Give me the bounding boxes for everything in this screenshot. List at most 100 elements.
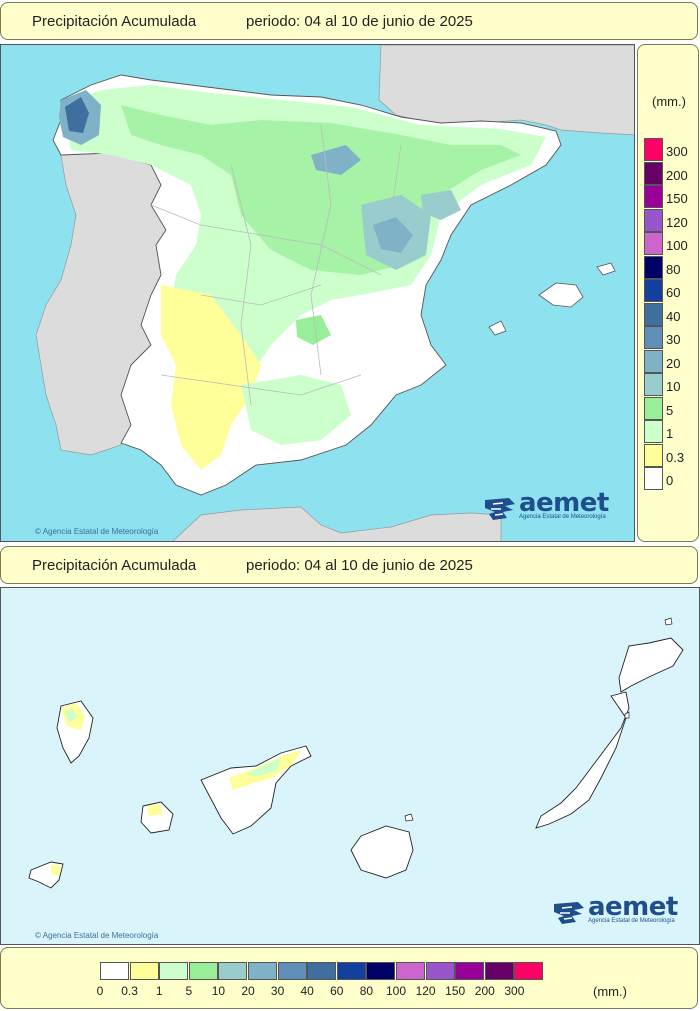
aemet-logo-word: aemet	[588, 892, 678, 922]
legend-label-v: 0.3	[666, 449, 685, 465]
legend-label-h: 60	[330, 984, 344, 998]
legend-swatch-v	[644, 232, 663, 255]
legend-swatch-h	[455, 962, 485, 980]
legend-label-v: 120	[666, 214, 688, 230]
aemet-logo-word: aemet	[519, 488, 609, 518]
legend-swatch-h	[100, 962, 129, 980]
precip-zone-5mm-center	[296, 315, 331, 345]
legend-label-v: 10	[666, 379, 681, 394]
legend-swatch-v	[644, 396, 663, 420]
legend-label-h: 80	[359, 984, 374, 998]
legend-swatch-h	[366, 962, 396, 980]
legend-swatch-h	[396, 962, 425, 980]
el-hierro-precip	[51, 864, 61, 876]
lanzarote-land	[618, 637, 684, 693]
legend-swatch-v	[644, 373, 663, 396]
legend-swatch-h	[336, 962, 366, 980]
aemet-logo-bottom: aemet Agencia Estatal de Meteorología	[552, 892, 678, 928]
legend-label-v: 0	[666, 473, 674, 488]
legend-swatch-v	[644, 420, 663, 443]
legend-swatch-h	[425, 962, 455, 980]
legend-swatch-v	[644, 443, 663, 467]
legend-label-h: 0.3	[121, 984, 138, 998]
copyright-bottom-text: Agencia Estatal de Meteorología	[42, 931, 159, 940]
legend-swatch-v	[644, 279, 663, 302]
province-borders	[150, 124, 402, 406]
tenerife-precip-1mm	[247, 758, 281, 776]
legend-label-v: 5	[666, 402, 674, 418]
precip-zone-1mm-south	[241, 375, 351, 445]
gran-canaria-islet	[404, 813, 414, 822]
copyright-icon: ©	[35, 931, 41, 940]
aemet-logo-sub: Agencia Estatal de Meteorología	[519, 514, 606, 520]
top-period-label: periodo: 04 al 10 de junio de 2025	[246, 13, 473, 30]
legend-label-h: 150	[445, 984, 466, 998]
fuerteventura-land	[535, 691, 630, 829]
legend-swatch-v	[644, 138, 663, 161]
legend-label-v: 40	[666, 308, 681, 324]
top-title-label: Precipitación Acumulada	[32, 13, 197, 30]
legend-label-h: 200	[474, 984, 495, 998]
legend-label-h: 120	[415, 984, 436, 998]
legend-swatch-v	[644, 349, 663, 373]
copyright-top: © Agencia Estatal de Meteorología	[35, 527, 158, 536]
legend-swatch-v	[644, 185, 663, 208]
canary-map: © Agencia Estatal de Meteorología aemet …	[0, 587, 700, 945]
menorca-land	[596, 262, 616, 276]
precip-zone-20mm-iberico	[373, 217, 413, 253]
legend-label-v: 300	[666, 144, 688, 159]
legend-swatch-h	[159, 962, 189, 980]
legend-label-v: 80	[666, 261, 681, 277]
legend-swatch-v	[644, 208, 663, 232]
bottom-title-bar: Precipitación Acumulada periodo: 04 al 1…	[0, 546, 698, 584]
copyright-top-text: Agencia Estatal de Meteorología	[42, 527, 159, 536]
copyright-icon: ©	[35, 527, 41, 536]
legend-swatch-v	[644, 161, 663, 185]
aemet-logo-sub: Agencia Estatal de Meteorología	[588, 918, 675, 924]
legend-label-h: 20	[241, 984, 255, 998]
legend-label-v: 150	[666, 191, 688, 206]
legend-label-h: 30	[270, 984, 285, 998]
legend-swatch-h	[248, 962, 277, 980]
legend-label-h: 1	[155, 984, 163, 998]
aemet-swirl-icon	[485, 498, 515, 520]
legend-label-h: 0	[96, 984, 104, 998]
mallorca-land	[538, 282, 584, 308]
legend-swatch-h	[218, 962, 248, 980]
legend-swatch-h	[129, 962, 159, 980]
aemet-logo-top: aemet Agencia Estatal de Meteorología	[483, 488, 609, 524]
legend-swatch-h	[277, 962, 307, 980]
legend-label-v: 200	[666, 167, 688, 183]
precip-zone-10mm-ebro	[421, 190, 461, 220]
legend-label-v: 60	[666, 285, 681, 300]
legend-swatch-h	[307, 962, 337, 980]
lobos-islet	[624, 711, 630, 719]
legend-label-v: 20	[666, 355, 681, 371]
la-gomera-precip	[147, 804, 163, 816]
legend-swatch-v	[644, 302, 663, 326]
legend-swatch-v	[644, 326, 663, 349]
alegranza-land	[664, 617, 673, 626]
legend-swatch-h	[514, 962, 544, 980]
bottom-title-label: Precipitación Acumulada	[32, 557, 197, 574]
legend-swatch-h	[188, 962, 218, 980]
canary-map-svg	[1, 588, 699, 944]
peninsula-map: © Agencia Estatal de Meteorología aemet …	[0, 44, 635, 542]
copyright-bottom: © Agencia Estatal de Meteorología	[35, 931, 158, 940]
legend-label-v: 1	[666, 426, 674, 441]
precip-zone-40mm-galicia	[65, 97, 89, 133]
peninsula-map-svg	[1, 45, 634, 541]
legend-swatch-v	[644, 255, 663, 279]
france-land	[378, 45, 634, 136]
vertical-legend: (mm.) 300 200 150 120 100 80 60 40 30 20 10 5 1 0.3 0	[637, 44, 699, 542]
ibiza-land	[488, 320, 507, 336]
legend-unit-bottom: (mm.)	[593, 984, 627, 999]
legend-label-h: 40	[300, 984, 314, 998]
gran-canaria-land	[350, 825, 414, 879]
aemet-swirl-icon	[554, 902, 584, 924]
top-title-bar: Precipitación Acumulada periodo: 04 al 1…	[0, 2, 698, 40]
legend-swatch-h	[484, 962, 514, 980]
africa-land	[172, 506, 502, 541]
legend-label-h: 100	[385, 984, 407, 998]
precip-zone-20mm-north	[311, 145, 361, 175]
